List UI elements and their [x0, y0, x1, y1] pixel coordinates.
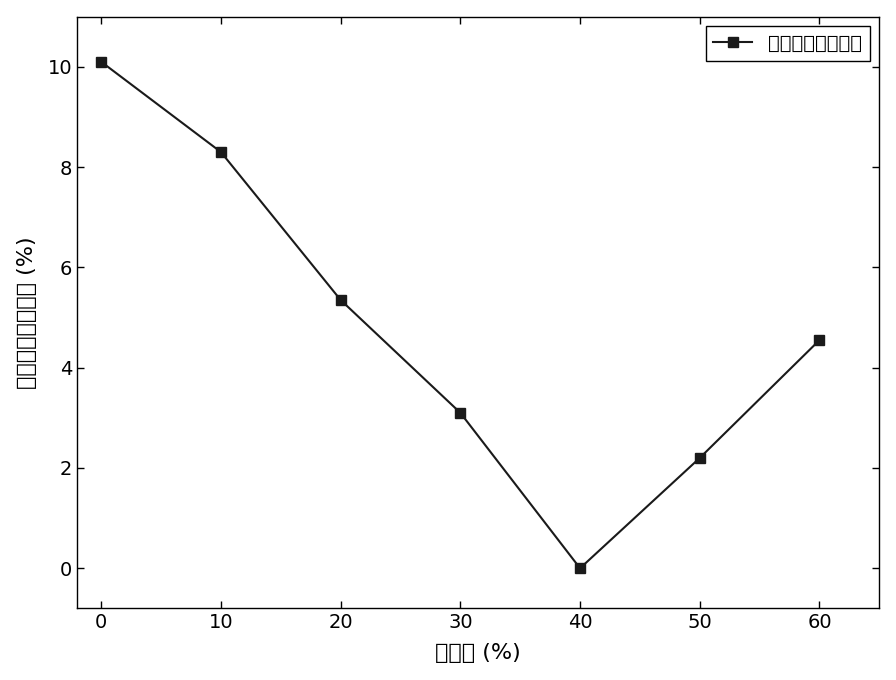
岛状组织体积分数 [335, 296, 346, 304]
Legend: 岛状组织体积分数: 岛状组织体积分数 [706, 27, 870, 61]
岛状组织体积分数 [574, 564, 585, 573]
X-axis label: 变形量 (%): 变形量 (%) [435, 643, 521, 663]
岛状组织体积分数 [814, 336, 825, 344]
岛状组织体积分数 [455, 409, 466, 417]
Y-axis label: 岛状组织体积分数 (%): 岛状组织体积分数 (%) [17, 236, 37, 389]
岛状组织体积分数 [216, 148, 227, 156]
岛状组织体积分数 [694, 454, 705, 462]
岛状组织体积分数 [96, 58, 107, 66]
Line: 岛状组织体积分数: 岛状组织体积分数 [97, 57, 824, 573]
